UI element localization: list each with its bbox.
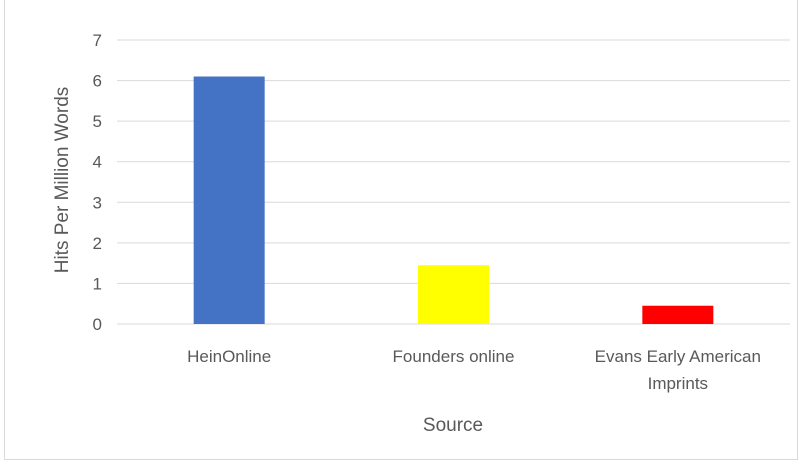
y-tick-label: 7: [93, 31, 102, 50]
y-tick-label: 1: [93, 274, 102, 293]
chart-frame: [4, 0, 798, 460]
x-tick-label: HeinOnline: [187, 347, 271, 366]
bars: [193, 76, 714, 324]
y-tick-label: 3: [93, 193, 102, 212]
y-tick-label: 2: [93, 234, 102, 253]
y-axis-label: Hits Per Million Words: [52, 87, 73, 274]
y-tick-label: 5: [93, 112, 102, 131]
y-tick-label: 4: [93, 153, 102, 172]
x-axis-label: Source: [423, 415, 483, 436]
bar-founders-online: [418, 265, 489, 324]
x-tick-label: Evans Early American Imprints: [595, 347, 761, 393]
bar-evans-early-american-imprints: [642, 305, 714, 324]
bar-heinonline: [193, 76, 265, 324]
y-tick-labels: 0 1 2 3 4 5 6 7: [93, 31, 102, 334]
x-tick-labels: HeinOnline Founders online Evans Early Ame…: [187, 347, 761, 393]
y-tick-label: 0: [93, 315, 102, 334]
x-tick-label: Founders online: [393, 347, 515, 366]
y-tick-label: 6: [93, 72, 102, 91]
